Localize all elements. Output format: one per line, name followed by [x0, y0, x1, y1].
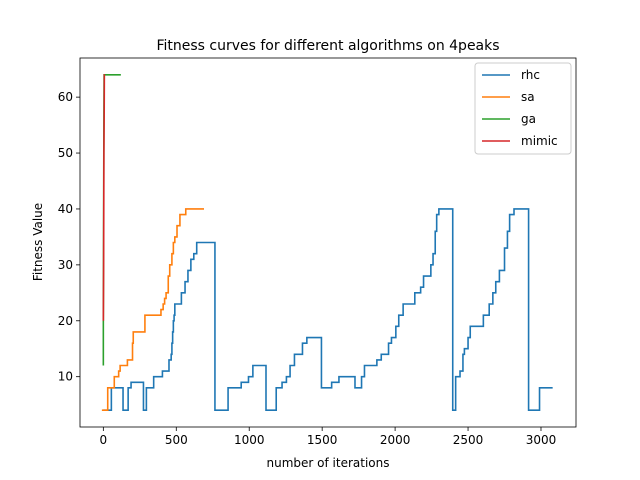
y-tick-label: 40 — [58, 202, 73, 216]
y-tick-label: 20 — [58, 314, 73, 328]
x-tick-label: 1500 — [307, 433, 338, 447]
series-layer — [101, 73, 553, 412]
legend-label-rhc: rhc — [521, 68, 540, 82]
y-tick-label: 30 — [58, 258, 73, 272]
legend-label-ga: ga — [521, 112, 536, 126]
x-tick-label: 2500 — [453, 433, 484, 447]
y-tick-label: 60 — [58, 90, 73, 104]
plot-area — [101, 73, 553, 412]
x-tick-label: 1000 — [234, 433, 265, 447]
y-axis-ticks: 10 20 30 40 50 60 — [58, 90, 80, 384]
x-axis-ticks: 0 500 1000 1500 2000 2500 3000 — [100, 427, 557, 447]
legend: rhc sa ga mimic — [474, 62, 572, 155]
plot-frame — [79, 57, 577, 428]
chart-title: Fitness curves for different algorithms … — [156, 38, 499, 54]
y-axis-label: Fitness Value — [31, 203, 45, 281]
series-line-mimic — [102, 73, 106, 321]
x-axis-label: number of iterations — [267, 456, 390, 470]
x-tick-label: 2000 — [380, 433, 411, 447]
x-tick-label: 3000 — [526, 433, 557, 447]
legend-box — [474, 62, 572, 155]
legend-label-sa: sa — [521, 90, 535, 104]
x-tick-label: 500 — [165, 433, 188, 447]
series-line-sa — [101, 208, 204, 412]
legend-label-mimic: mimic — [521, 134, 558, 148]
series-line-rhc — [103, 208, 553, 412]
y-tick-label: 10 — [58, 370, 73, 384]
y-tick-label: 50 — [58, 146, 73, 160]
x-tick-label: 0 — [100, 433, 108, 447]
